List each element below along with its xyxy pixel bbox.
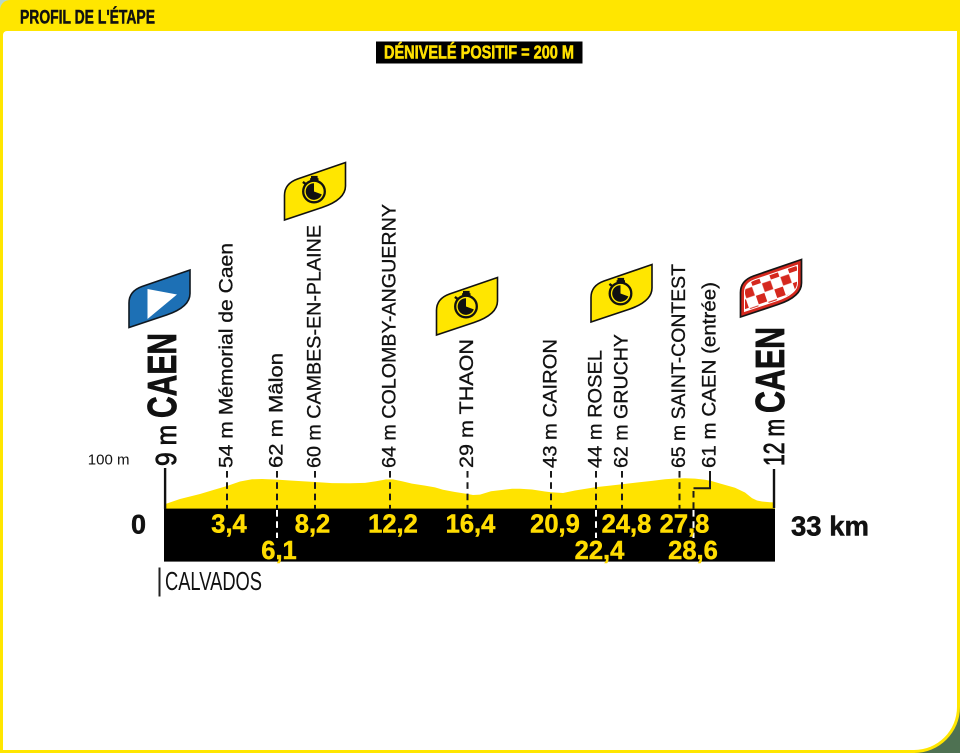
svg-text:0: 0: [131, 510, 146, 540]
svg-text:8,2: 8,2: [295, 511, 330, 539]
svg-text:43 m CAIRON: 43 m CAIRON: [541, 339, 562, 468]
svg-text:12 m CAEN: 12 m CAEN: [747, 327, 793, 466]
svg-text:PROFIL DE L'ÉTAPE: PROFIL DE L'ÉTAPE: [20, 7, 155, 29]
svg-text:44 m ROSEL: 44 m ROSEL: [586, 350, 607, 468]
svg-text:DÉNIVELÉ POSITIF = 200 M: DÉNIVELÉ POSITIF = 200 M: [384, 42, 574, 63]
svg-text:100 m: 100 m: [88, 452, 130, 469]
svg-text:3,4: 3,4: [211, 511, 247, 539]
svg-text:27,8: 27,8: [660, 511, 710, 539]
svg-text:62 m GRUCHY: 62 m GRUCHY: [612, 334, 633, 468]
svg-text:64 m COLOMBY-ANGUERNY: 64 m COLOMBY-ANGUERNY: [380, 204, 401, 468]
svg-text:62 m Mâlon: 62 m Mâlon: [267, 353, 288, 468]
svg-text:CALVADOS: CALVADOS: [165, 566, 262, 596]
svg-text:65 m SAINT-CONTEST: 65 m SAINT-CONTEST: [669, 264, 690, 468]
svg-text:6,1: 6,1: [261, 537, 296, 565]
svg-text:29 m THAON: 29 m THAON: [457, 339, 478, 468]
svg-text:12,2: 12,2: [368, 511, 418, 539]
svg-text:33 km: 33 km: [791, 511, 869, 542]
svg-text:24,8: 24,8: [602, 511, 652, 539]
svg-text:54 m Mémorial de Caen: 54 m Mémorial de Caen: [217, 243, 238, 468]
svg-text:20,9: 20,9: [530, 511, 580, 539]
svg-text:60 m CAMBES-EN-PLAINE: 60 m CAMBES-EN-PLAINE: [305, 225, 326, 468]
svg-text:28,6: 28,6: [668, 537, 718, 565]
svg-text:22,4: 22,4: [575, 537, 625, 565]
svg-text:61 m CAEN (entrée): 61 m CAEN (entrée): [700, 282, 721, 468]
svg-text:16,4: 16,4: [446, 511, 496, 539]
svg-text:9 m CAEN: 9 m CAEN: [139, 333, 185, 466]
